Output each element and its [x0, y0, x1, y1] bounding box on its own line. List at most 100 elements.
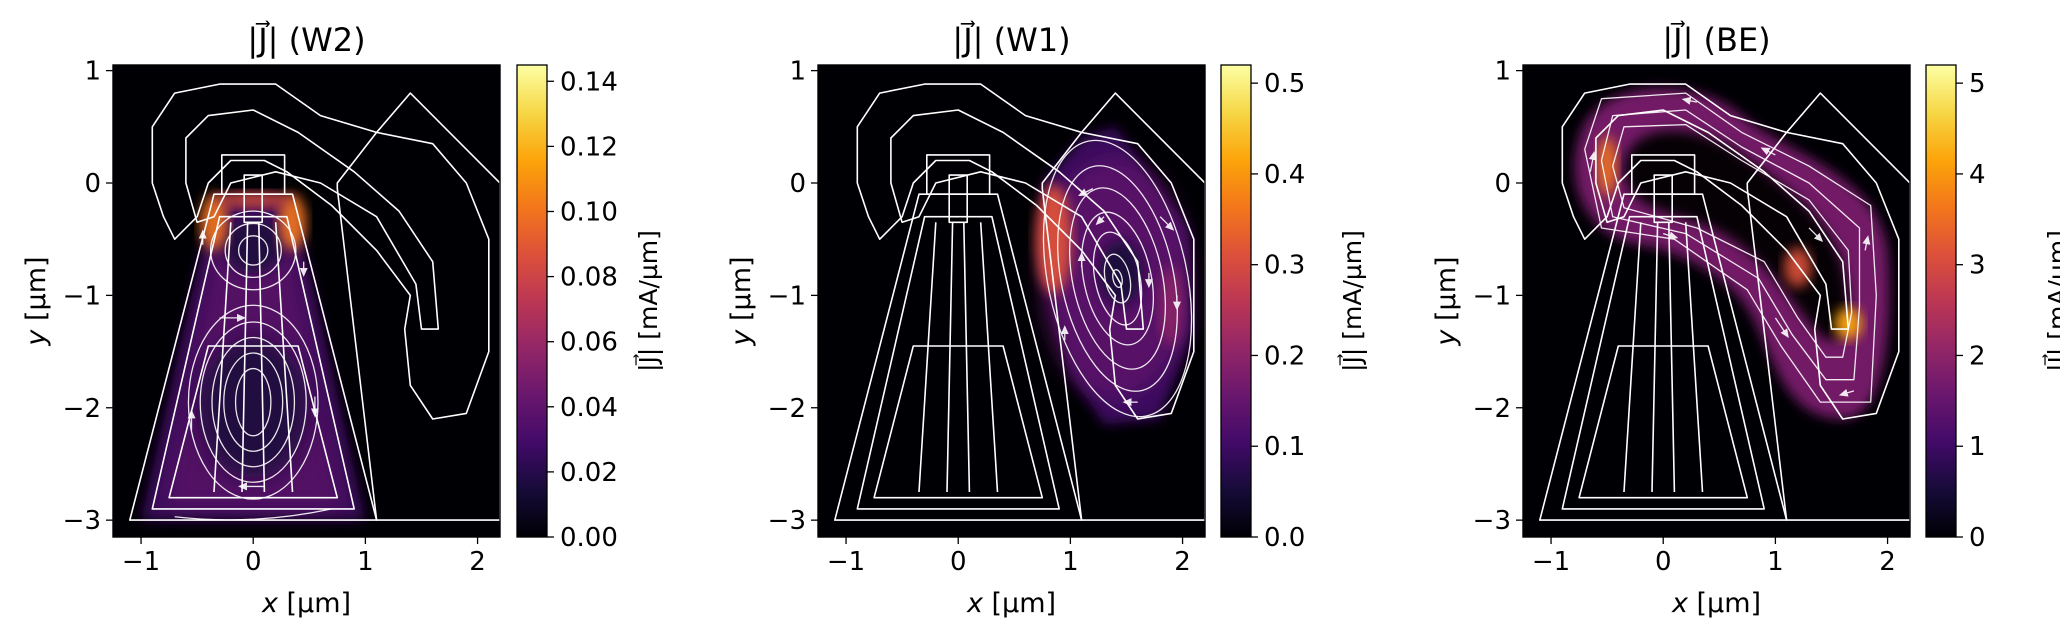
y-tick-label: 1	[789, 57, 806, 87]
colorbar-tick-label: 0.2	[1264, 341, 1305, 371]
outline-top-rect	[221, 154, 286, 195]
outline-outer-trapezoid	[129, 193, 378, 521]
streamline-arrow	[1588, 150, 1597, 172]
outline-right-ground	[336, 92, 500, 521]
streamline	[209, 210, 297, 291]
colorbar-tick-label: 0.1	[1264, 432, 1305, 462]
y-tick-label: −1	[768, 281, 806, 311]
streamline	[1042, 139, 1193, 418]
x-tick-label: −1	[1532, 547, 1570, 577]
y-tick-label: 1	[1494, 57, 1511, 87]
colorbar-label: |J⃗| [mA/µm]	[1337, 230, 1367, 372]
streamline-arrow	[1808, 227, 1824, 243]
colorbar-tick-label: 0.00	[560, 523, 618, 553]
x-tick-label: −1	[827, 547, 865, 577]
streamline	[1068, 187, 1167, 370]
colorbar-tick-label: 0.02	[560, 458, 618, 488]
outline-strip	[963, 222, 971, 493]
streamline	[211, 336, 296, 468]
colorbar-tick-label: 0.06	[560, 328, 618, 358]
outline-strip	[1651, 222, 1659, 493]
outline-outer-trapezoid	[833, 193, 1083, 521]
y-tick-label: −3	[1473, 506, 1511, 536]
y-axis-label: y [µm]	[726, 256, 757, 346]
streamlines	[174, 210, 332, 521]
streamline-arrow	[1095, 215, 1105, 226]
streamline	[1057, 165, 1178, 392]
y-tick-label: −2	[1473, 394, 1511, 424]
outline-strip	[274, 222, 294, 493]
streamline	[174, 508, 332, 521]
colorbar-tick-label: 0	[1969, 523, 1986, 553]
current-density-map	[141, 191, 366, 521]
y-tick-label: −2	[63, 394, 101, 424]
streamlines	[1042, 139, 1193, 418]
y-axis-var: y	[726, 329, 757, 347]
y-tick-label: 0	[84, 169, 101, 199]
outline-mid-trapezoid	[856, 215, 1060, 510]
axes-frame	[1522, 64, 1911, 538]
outline-loop-inner	[890, 109, 1145, 330]
y-tick-label: −3	[768, 506, 806, 536]
streamline-arrow	[1760, 147, 1776, 156]
colorbar-tick-label: 0.10	[560, 197, 618, 227]
outline-stub-rect	[1653, 174, 1673, 224]
colorbar	[1220, 64, 1252, 538]
streamlines	[1584, 92, 1877, 403]
streamline	[1612, 123, 1853, 358]
outline-outer-trapezoid	[1539, 193, 1788, 521]
y-axis-label: y [µm]	[21, 256, 52, 346]
streamline	[187, 304, 319, 500]
colorbar-label: |J⃗| [mA/µm]	[633, 230, 663, 372]
chart-title-text: (BE)	[1704, 21, 1771, 59]
outline-inner-trapezoid	[168, 345, 339, 499]
outline-strip	[241, 222, 249, 493]
x-axis-label: x [µm]	[261, 588, 351, 619]
outline-strip	[258, 222, 266, 493]
x-axis-label: x [µm]	[1671, 588, 1761, 619]
y-tick-label: −3	[63, 506, 101, 536]
density-peak	[278, 194, 307, 251]
chart-title: |J⃗| (BE)	[1662, 20, 1770, 59]
outline-loop-outer	[856, 83, 1195, 420]
colorbar-tick-label: 0.08	[560, 263, 618, 293]
y-tick-label: −2	[768, 394, 806, 424]
outline-mid-trapezoid	[151, 215, 356, 510]
y-tick-label: 1	[84, 57, 101, 87]
density-peak	[213, 191, 294, 208]
outline-top-rect	[925, 154, 991, 195]
chart-title-text: (W2)	[289, 21, 366, 59]
streamline	[1600, 109, 1861, 381]
streamline-arrow	[1838, 389, 1855, 397]
density-low	[198, 337, 309, 478]
x-tick-label: 1	[1767, 547, 1784, 577]
axes-frame	[112, 64, 501, 538]
chart-title-symbol: |J⃗|	[1662, 20, 1703, 59]
x-axis-var: x	[261, 588, 279, 619]
x-tick-label: 1	[1062, 547, 1079, 577]
colorbar-tick-label: 0.4	[1264, 160, 1305, 190]
x-tick-label: 2	[1879, 547, 1896, 577]
current-density-map	[1574, 88, 1890, 419]
streamline	[199, 321, 307, 483]
outline-loop-inner	[1595, 109, 1850, 330]
colorbar-tick-label: 0.5	[1264, 69, 1305, 99]
x-axis-unit: [µm]	[1688, 588, 1761, 619]
chart-title: |J⃗| (W2)	[247, 20, 365, 59]
density-peak	[1597, 136, 1618, 197]
outline-stub-rect	[948, 174, 969, 224]
colorbar-tick-label: 4	[1969, 160, 1986, 190]
y-axis-unit: [µm]	[1431, 256, 1462, 329]
outline-loop-inner	[185, 109, 440, 330]
colorbar	[516, 64, 548, 538]
colorbar-tick-label: 0.04	[560, 393, 618, 423]
device-outline	[833, 83, 1205, 521]
chart-title-symbol: |J⃗|	[952, 20, 993, 59]
x-tick-label: 2	[1174, 547, 1191, 577]
streamline	[1081, 211, 1154, 346]
outline-strip	[1684, 222, 1704, 493]
outline-top-rect	[1631, 154, 1696, 195]
y-tick-label: 0	[1494, 169, 1511, 199]
